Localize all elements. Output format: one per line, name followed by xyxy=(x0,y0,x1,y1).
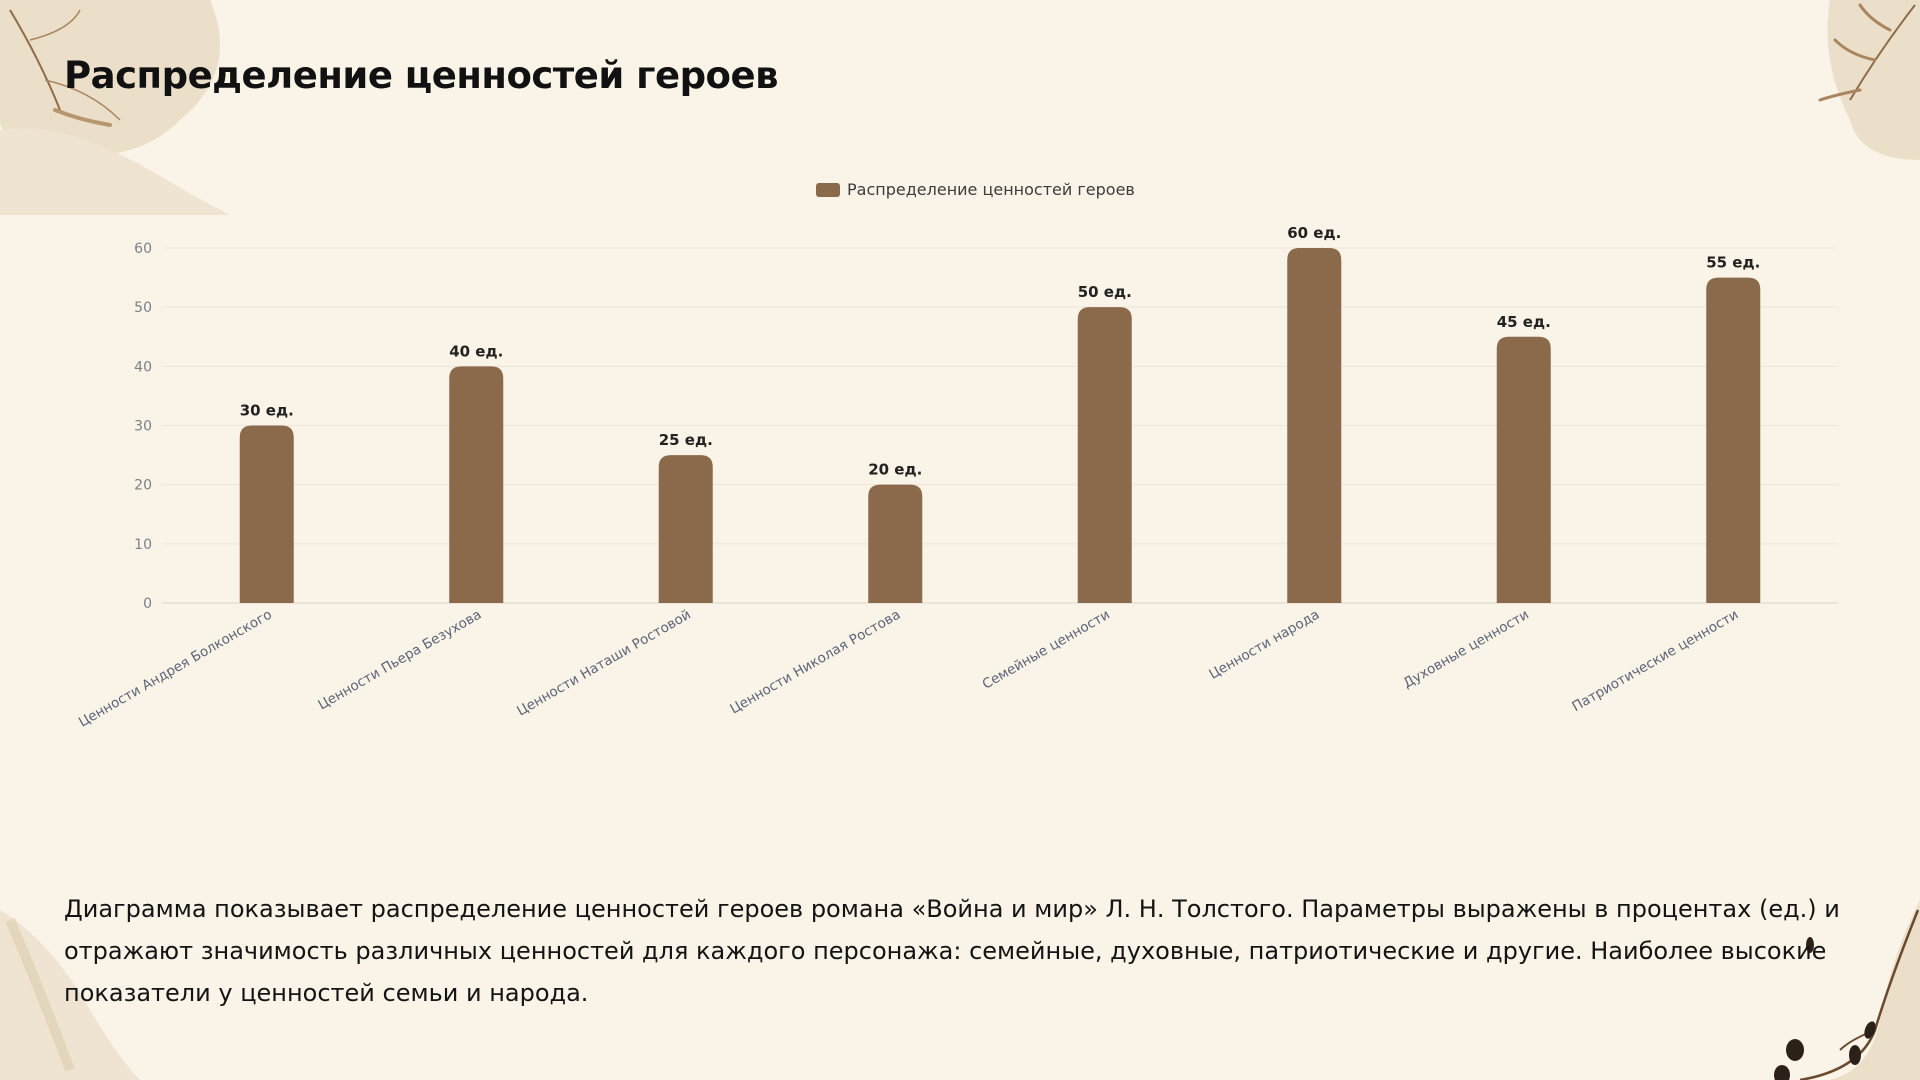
data-label: 55 ед. xyxy=(1706,254,1760,272)
bar xyxy=(1706,277,1761,603)
slide-title: Распределение ценностей героев xyxy=(64,54,778,97)
legend-swatch xyxy=(816,183,840,197)
x-tick-label: Ценности Андрея Болконского xyxy=(76,607,275,731)
bar xyxy=(1496,336,1551,603)
data-label: 25 ед. xyxy=(659,431,713,449)
bar-chart: Распределение ценностей героев 0 10 20 30 40… xyxy=(76,180,1838,731)
bar xyxy=(1077,307,1132,603)
x-tick-label: Ценности народа xyxy=(1206,607,1322,683)
y-axis: 0 10 20 30 40 50 60 xyxy=(134,241,152,612)
chart-legend: Распределение ценностей героев xyxy=(816,180,1135,199)
x-tick-label: Семейные ценности xyxy=(980,607,1113,693)
y-tick-label: 40 xyxy=(134,359,152,375)
data-label: 45 ед. xyxy=(1497,313,1551,331)
x-tick-label: Ценности Пьера Безухова xyxy=(315,607,484,714)
y-tick-label: 20 xyxy=(134,478,152,494)
x-tick-label: Патриотические ценности xyxy=(1569,607,1741,715)
x-axis: Ценности Андрея Болконского Ценности Пьер… xyxy=(76,607,1741,731)
bar xyxy=(239,425,294,603)
y-tick-label: 50 xyxy=(134,300,152,316)
data-label: 30 ед. xyxy=(240,402,294,420)
y-tick-label: 10 xyxy=(134,537,152,553)
bars xyxy=(239,248,1761,603)
data-label: 20 ед. xyxy=(868,461,922,479)
y-tick-label: 60 xyxy=(134,241,152,257)
data-label: 60 ед. xyxy=(1287,224,1341,242)
y-tick-label: 0 xyxy=(143,596,152,612)
grid-lines xyxy=(162,247,1838,604)
chart-caption: Диаграмма показывает распределение ценно… xyxy=(64,895,1840,1007)
x-tick-label: Духовные ценности xyxy=(1401,607,1532,692)
data-label: 40 ед. xyxy=(449,342,503,360)
x-tick-label: Ценности Наташи Ростовой xyxy=(514,607,693,720)
x-tick-label: Ценности Николая Ростова xyxy=(727,607,903,718)
bar xyxy=(449,366,504,603)
bar xyxy=(658,455,713,603)
bar xyxy=(1287,248,1342,603)
y-tick-label: 30 xyxy=(134,419,152,435)
legend-label: Распределение ценностей героев xyxy=(847,180,1135,199)
bar xyxy=(868,484,923,603)
data-labels: 30 ед. 40 ед. 25 ед. 20 ед. 50 ед. 60 ед. 45 е… xyxy=(240,224,1761,479)
data-label: 50 ед. xyxy=(1078,283,1132,301)
